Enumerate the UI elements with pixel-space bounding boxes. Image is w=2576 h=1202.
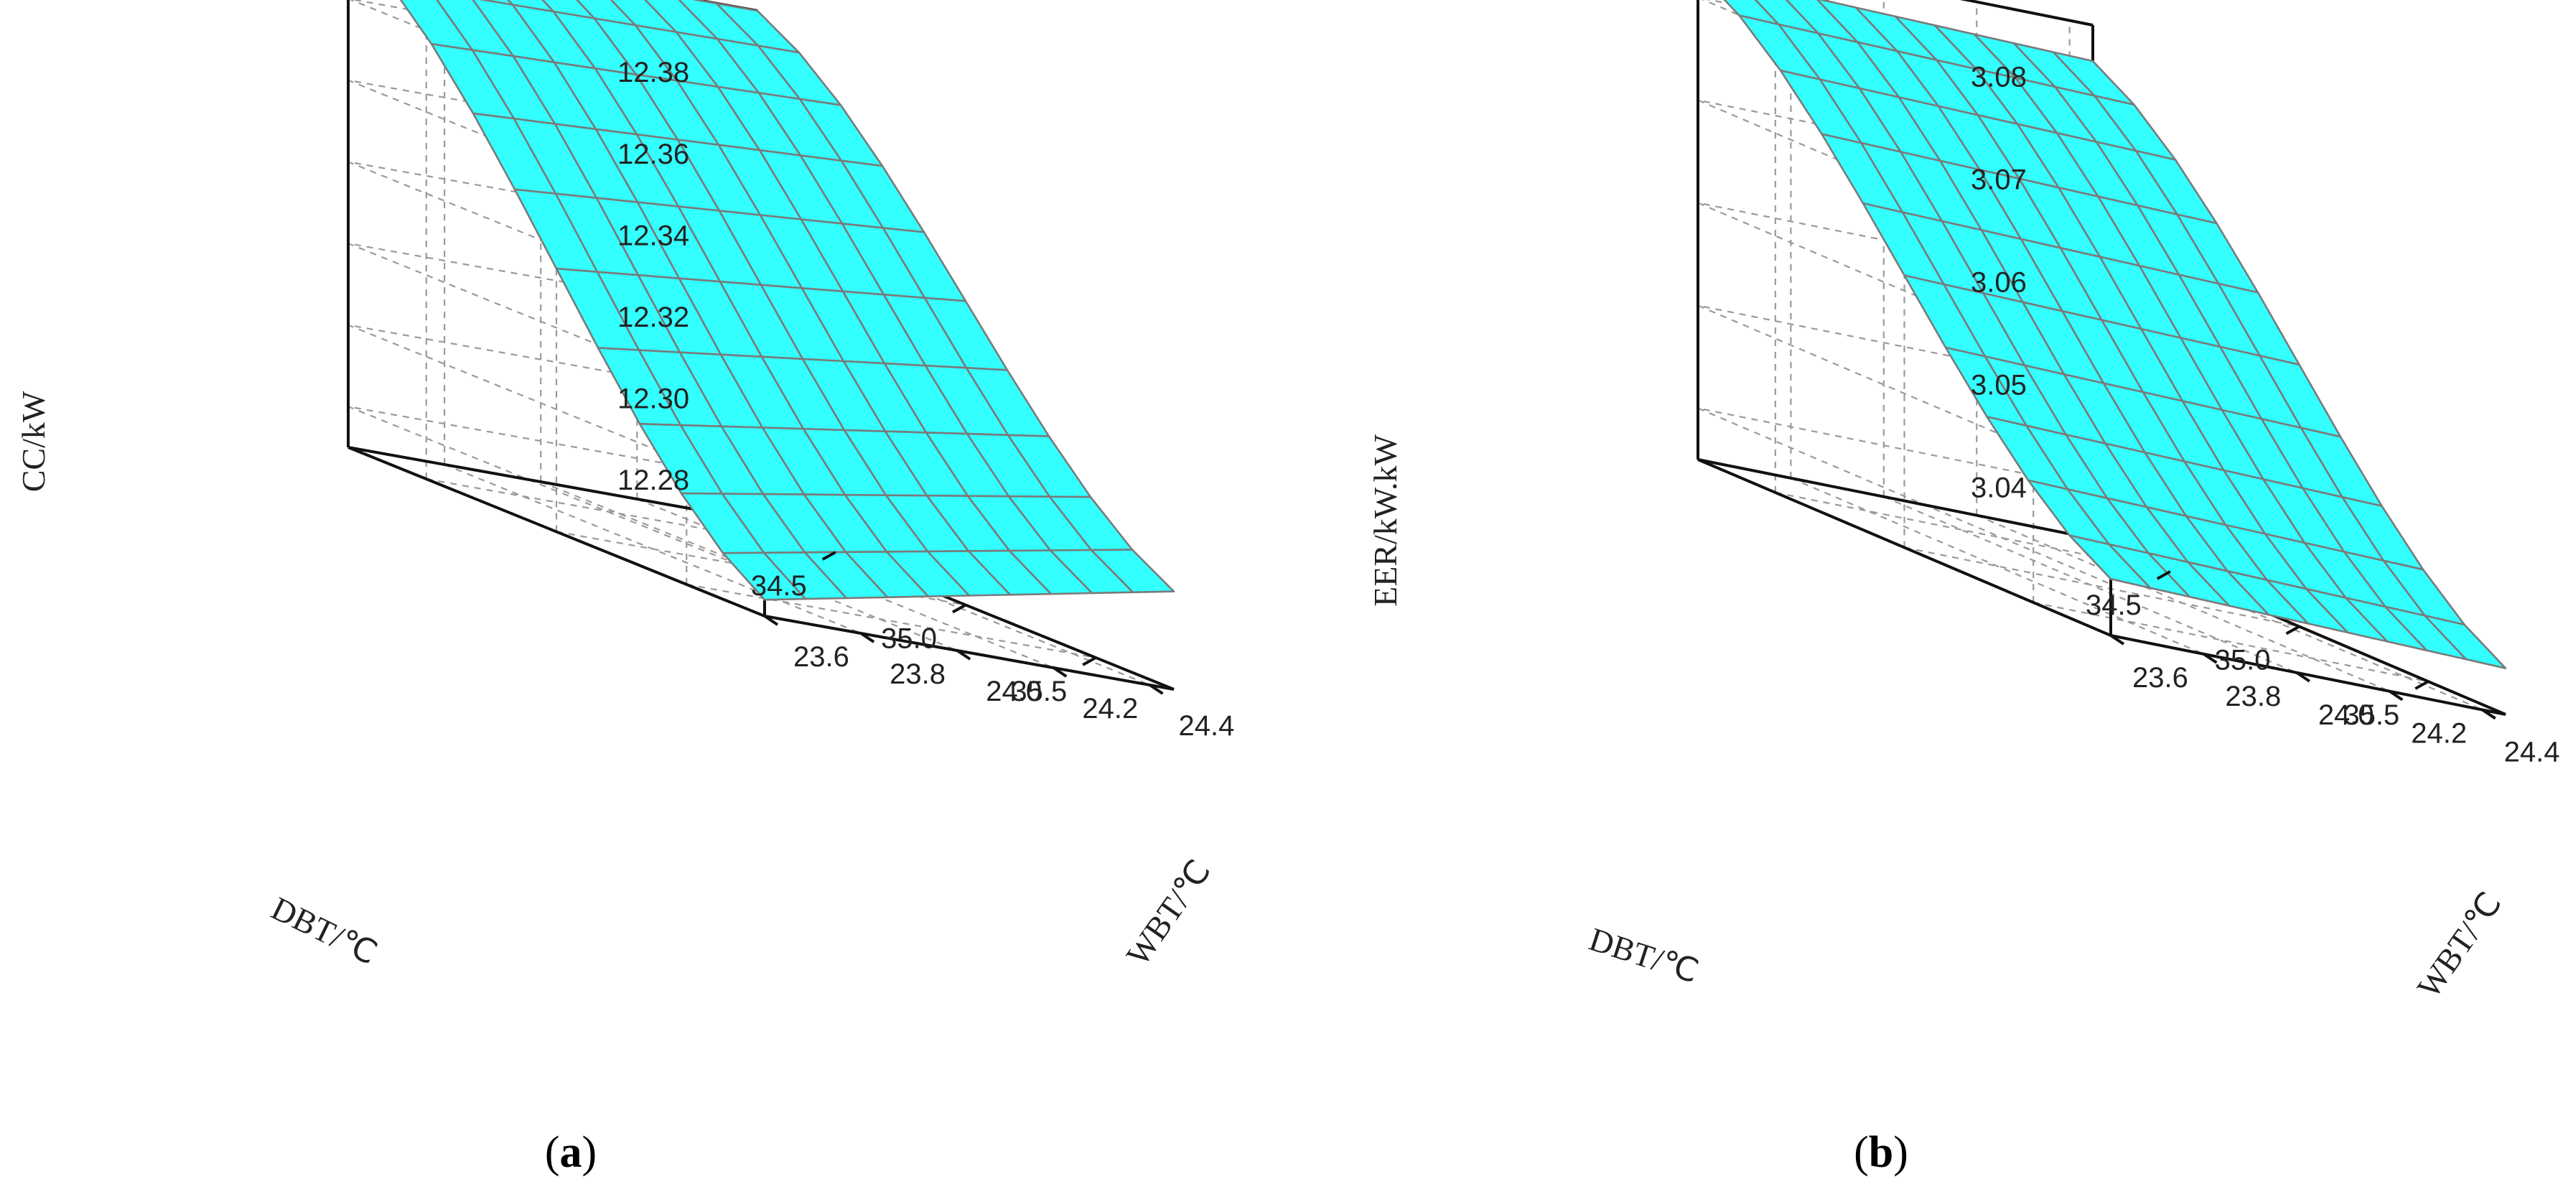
panel-b-chart: 3.04 3.05 3.06 3.07 3.08 34.5 35.0 35.5 23.6 23.8… [1367,0,2560,1005]
z-tick-label: 3.06 [1971,267,2027,299]
x-tick-mark [2285,625,2300,635]
frame-edge [347,446,765,618]
floor-grid-x [1904,546,2300,628]
z-tick-label: 12.38 [617,57,689,88]
x-tick-mark [821,551,836,561]
y-tick-mark [956,649,971,661]
frame-edge [347,446,758,522]
x-tick-mark [1082,656,1097,666]
y-tick-label: 24.0 [986,676,1042,707]
y-tick-label: 23.8 [890,658,946,690]
y-tick-mark [2203,653,2218,664]
x-tick-label: 34.5 [2086,590,2142,621]
x-tick-mark [2156,570,2171,580]
tick-labels: 3.04 3.05 3.06 3.07 3.08 34.5 35.0 35.5 23.6 23.8… [1971,62,2560,768]
surface [1723,0,2507,670]
y-axis-title: WBT/℃ [1119,853,1218,972]
wall-grid-z [1697,407,2111,585]
floor-grid-x [2033,601,2429,683]
z-tick-label: 12.34 [617,220,689,251]
z-tick-label: 12.32 [617,302,689,333]
panel-a-letter: a [560,1128,582,1177]
surface-cell [2424,615,2507,670]
z-axis-title: CC/kW [15,391,52,492]
surface-cell [1090,549,1175,594]
y-tick-label: 24.4 [2504,737,2560,768]
y-tick-mark [763,615,779,626]
tick-labels: 12.28 12.30 12.32 12.34 12.36 12.38 34.5 35.0 35… [617,57,1234,742]
y-tick-mark [1053,666,1068,678]
x-tick-label: 34.5 [751,570,807,602]
floor-grid-y [1976,514,2390,692]
z-axis-title: EER/kW.kW [1367,434,1404,607]
y-tick-label: 24.0 [2318,699,2374,731]
z-tick-label: 12.30 [617,383,689,415]
z-tick-label: 12.36 [617,139,689,170]
x-axis-title: DBT/℃ [266,890,383,972]
y-tick-mark [2481,708,2496,720]
y-tick-mark [2389,689,2404,702]
panel-b-label: (b) [1854,1128,1908,1177]
x-tick-label: 35.0 [881,623,937,655]
frame-edge [2110,634,2506,716]
frame-edge [1959,0,2094,27]
y-tick-label: 23.6 [2132,662,2188,694]
y-axis-title: WBT/℃ [2410,885,2509,1005]
z-tick-label: 3.05 [1971,370,2027,401]
y-tick-label: 23.6 [793,641,849,673]
x-tick-mark [2414,680,2430,690]
floor-grid-y [444,463,862,635]
z-tick-label: 3.04 [1971,472,2027,504]
panel-b-letter: b [1869,1128,1893,1177]
x-tick-label: 35.5 [1011,676,1067,707]
x-tick-mark [952,603,966,614]
z-tick-label: 3.07 [1971,164,2027,196]
floor-grid-y [1790,477,2204,655]
z-tick-label: 3.08 [1971,62,2027,93]
frame-edge [1697,458,2094,540]
floor-grid-y [1883,495,2297,674]
y-tick-mark [1149,684,1164,695]
surface [399,0,1175,601]
y-tick-mark [2109,634,2125,646]
frame-edge [1697,458,2111,637]
x-tick-label: 35.0 [2215,645,2271,676]
z-tick-label: 12.28 [617,465,689,496]
y-tick-label: 24.2 [2411,718,2467,750]
y-tick-mark [860,632,875,643]
y-tick-mark [2295,671,2310,683]
panel-a-chart: 12.28 12.30 12.32 12.34 12.36 12.38 34.5 35.0 35… [15,0,1234,972]
panel-a-label: (a) [545,1128,597,1177]
y-tick-label: 23.8 [2225,681,2281,712]
wall-grid-z [1697,304,2111,483]
frame-edge [764,615,1175,691]
x-tick-label: 35.5 [2343,699,2399,731]
y-tick-label: 24.2 [1082,693,1138,725]
x-axis-title: DBT/℃ [1585,921,1704,990]
y-tick-label: 24.4 [1178,710,1234,742]
floor-grid-x [686,583,1096,659]
